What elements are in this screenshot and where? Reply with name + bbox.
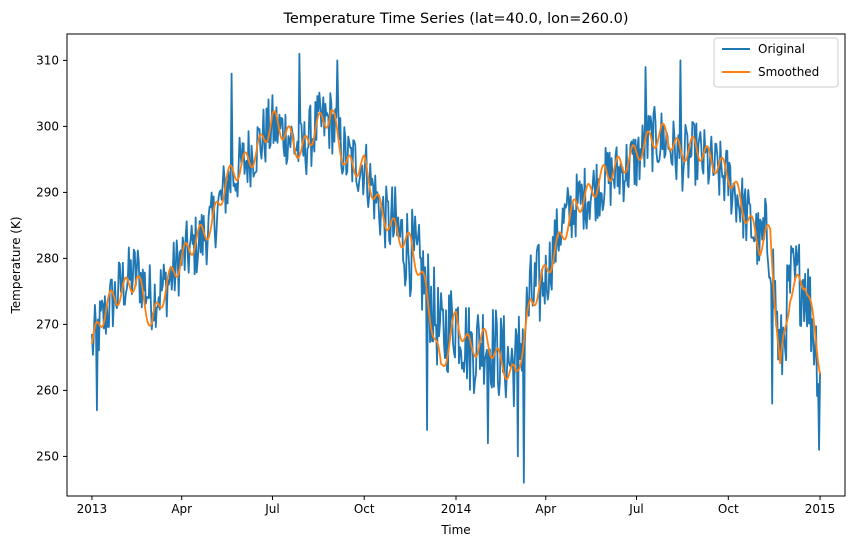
y-tick-label: 270 xyxy=(36,317,59,331)
x-tick-label: Jul xyxy=(628,502,643,516)
x-tick-label: Apr xyxy=(171,502,192,516)
x-tick-label: 2015 xyxy=(805,502,836,516)
y-tick-label: 280 xyxy=(36,251,59,265)
legend-label-smoothed: Smoothed xyxy=(758,65,819,79)
x-axis: 2013 Apr Jul Oct 2014 Apr Jul Oct 2015 xyxy=(77,496,836,516)
x-axis-label: Time xyxy=(440,523,470,537)
y-tick-label: 250 xyxy=(36,449,59,463)
x-tick-label: 2013 xyxy=(77,502,108,516)
x-tick-label: Jul xyxy=(264,502,279,516)
x-tick-label: 2014 xyxy=(441,502,472,516)
y-axis-label: Temperature (K) xyxy=(9,216,23,314)
series-layer xyxy=(91,52,821,484)
series-smoothed-line xyxy=(91,109,821,381)
y-tick-label: 290 xyxy=(36,185,59,199)
x-tick-label: Oct xyxy=(718,502,739,516)
y-tick-label: 300 xyxy=(36,119,59,133)
x-tick-label: Oct xyxy=(354,502,375,516)
y-tick-label: 260 xyxy=(36,383,59,397)
x-tick-label: Apr xyxy=(535,502,556,516)
legend: Original Smoothed xyxy=(713,37,839,88)
series-original-line xyxy=(91,52,821,484)
legend-label-original: Original xyxy=(758,42,805,56)
y-tick-label: 310 xyxy=(36,53,59,67)
chart-title: Temperature Time Series (lat=40.0, lon=2… xyxy=(282,11,628,27)
y-axis: 250 260 270 280 290 300 310 xyxy=(36,53,67,463)
legend-frame xyxy=(713,37,839,88)
